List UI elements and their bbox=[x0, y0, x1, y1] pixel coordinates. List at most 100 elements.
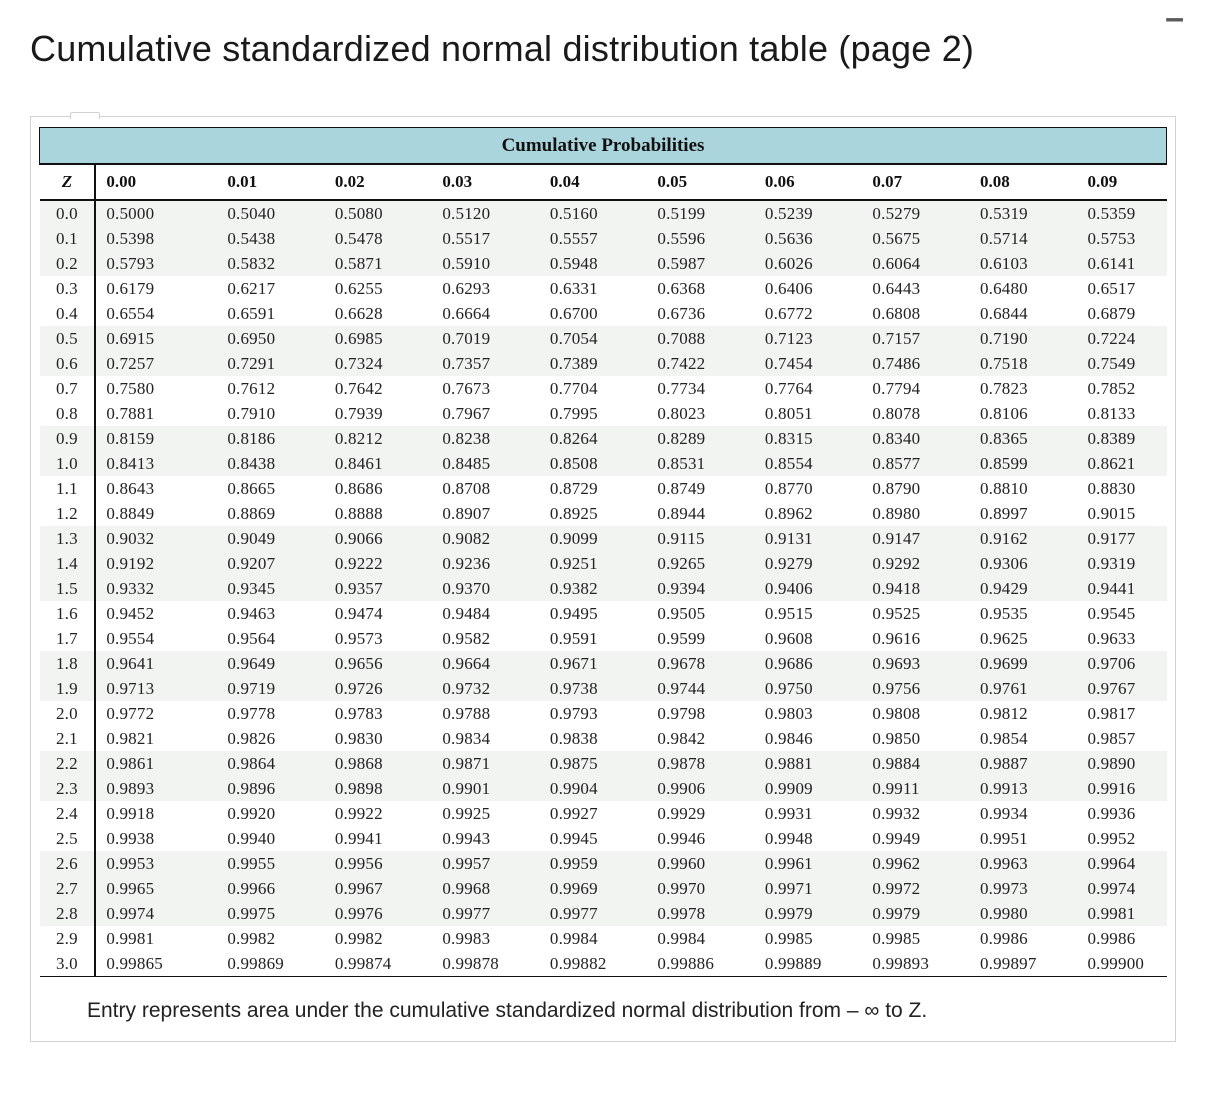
value-cell: 0.8485 bbox=[432, 451, 540, 476]
value-cell: 0.7580 bbox=[95, 376, 217, 401]
value-cell: 0.8869 bbox=[217, 501, 325, 526]
value-cell: 0.9929 bbox=[647, 801, 755, 826]
value-cell: 0.9147 bbox=[862, 526, 970, 551]
table-row: 0.00.50000.50400.50800.51200.51600.51990… bbox=[40, 200, 1167, 226]
value-cell: 0.9564 bbox=[217, 626, 325, 651]
table-row: 2.90.99810.99820.99820.99830.99840.99840… bbox=[40, 926, 1167, 951]
value-cell: 0.9953 bbox=[95, 851, 217, 876]
z-table: Cumulative Probabilities Z 0.00 0.01 0.0… bbox=[39, 127, 1167, 977]
value-cell: 0.9974 bbox=[1077, 876, 1166, 901]
value-cell: 0.9961 bbox=[755, 851, 863, 876]
value-cell: 0.9671 bbox=[540, 651, 648, 676]
value-cell: 0.9963 bbox=[970, 851, 1078, 876]
value-cell: 0.8749 bbox=[647, 476, 755, 501]
value-cell: 0.9878 bbox=[647, 751, 755, 776]
value-cell: 0.8438 bbox=[217, 451, 325, 476]
value-cell: 0.7324 bbox=[325, 351, 433, 376]
value-cell: 0.9429 bbox=[970, 576, 1078, 601]
value-cell: 0.7019 bbox=[432, 326, 540, 351]
value-cell: 0.9032 bbox=[95, 526, 217, 551]
value-cell: 0.9875 bbox=[540, 751, 648, 776]
value-cell: 0.9985 bbox=[862, 926, 970, 951]
value-cell: 0.5948 bbox=[540, 251, 648, 276]
z-cell: 2.2 bbox=[40, 751, 96, 776]
value-cell: 0.9535 bbox=[970, 601, 1078, 626]
value-cell: 0.9656 bbox=[325, 651, 433, 676]
table-row: 0.60.72570.72910.73240.73570.73890.74220… bbox=[40, 351, 1167, 376]
value-cell: 0.5359 bbox=[1077, 200, 1166, 226]
value-cell: 0.5832 bbox=[217, 251, 325, 276]
value-cell: 0.9641 bbox=[95, 651, 217, 676]
value-cell: 0.7939 bbox=[325, 401, 433, 426]
table-row: 1.80.96410.96490.96560.96640.96710.96780… bbox=[40, 651, 1167, 676]
value-cell: 0.6217 bbox=[217, 276, 325, 301]
z-cell: 0.3 bbox=[40, 276, 96, 301]
value-cell: 0.9982 bbox=[217, 926, 325, 951]
value-cell: 0.9884 bbox=[862, 751, 970, 776]
value-cell: 0.5120 bbox=[432, 200, 540, 226]
value-cell: 0.8849 bbox=[95, 501, 217, 526]
col-header: 0.06 bbox=[755, 164, 863, 200]
value-cell: 0.5239 bbox=[755, 200, 863, 226]
value-cell: 0.9890 bbox=[1077, 751, 1166, 776]
value-cell: 0.9015 bbox=[1077, 501, 1166, 526]
value-cell: 0.8238 bbox=[432, 426, 540, 451]
table-row: 2.00.97720.97780.97830.97880.97930.97980… bbox=[40, 701, 1167, 726]
z-cell: 2.7 bbox=[40, 876, 96, 901]
value-cell: 0.9049 bbox=[217, 526, 325, 551]
col-header: 0.01 bbox=[217, 164, 325, 200]
value-cell: 0.9554 bbox=[95, 626, 217, 651]
value-cell: 0.6368 bbox=[647, 276, 755, 301]
value-cell: 0.8980 bbox=[862, 501, 970, 526]
table-caption: Entry represents area under the cumulati… bbox=[39, 977, 1167, 1027]
value-cell: 0.7454 bbox=[755, 351, 863, 376]
value-cell: 0.7734 bbox=[647, 376, 755, 401]
value-cell: 0.9896 bbox=[217, 776, 325, 801]
value-cell: 0.9854 bbox=[970, 726, 1078, 751]
table-row: 1.00.84130.84380.84610.84850.85080.85310… bbox=[40, 451, 1167, 476]
value-cell: 0.8810 bbox=[970, 476, 1078, 501]
value-cell: 0.9916 bbox=[1077, 776, 1166, 801]
value-cell: 0.9850 bbox=[862, 726, 970, 751]
table-row: 2.80.99740.99750.99760.99770.99770.99780… bbox=[40, 901, 1167, 926]
value-cell: 0.9962 bbox=[862, 851, 970, 876]
value-cell: 0.9956 bbox=[325, 851, 433, 876]
z-cell: 0.1 bbox=[40, 226, 96, 251]
value-cell: 0.9949 bbox=[862, 826, 970, 851]
value-cell: 0.9505 bbox=[647, 601, 755, 626]
value-cell: 0.9545 bbox=[1077, 601, 1166, 626]
value-cell: 0.9177 bbox=[1077, 526, 1166, 551]
value-cell: 0.5438 bbox=[217, 226, 325, 251]
value-cell: 0.9706 bbox=[1077, 651, 1166, 676]
value-cell: 0.9719 bbox=[217, 676, 325, 701]
value-cell: 0.6985 bbox=[325, 326, 433, 351]
value-cell: 0.9778 bbox=[217, 701, 325, 726]
value-cell: 0.9306 bbox=[970, 551, 1078, 576]
value-cell: 0.9948 bbox=[755, 826, 863, 851]
value-cell: 0.7190 bbox=[970, 326, 1078, 351]
value-cell: 0.7612 bbox=[217, 376, 325, 401]
z-table-container: Cumulative Probabilities Z 0.00 0.01 0.0… bbox=[30, 116, 1176, 1042]
z-cell: 2.9 bbox=[40, 926, 96, 951]
value-cell: 0.5910 bbox=[432, 251, 540, 276]
value-cell: 0.6255 bbox=[325, 276, 433, 301]
value-cell: 0.9370 bbox=[432, 576, 540, 601]
value-cell: 0.99882 bbox=[540, 951, 648, 977]
table-row: 2.30.98930.98960.98980.99010.99040.99060… bbox=[40, 776, 1167, 801]
value-cell: 0.99889 bbox=[755, 951, 863, 977]
table-row: 0.70.75800.76120.76420.76730.77040.77340… bbox=[40, 376, 1167, 401]
z-cell: 2.1 bbox=[40, 726, 96, 751]
z-cell: 0.2 bbox=[40, 251, 96, 276]
table-row: 2.20.98610.98640.98680.98710.98750.98780… bbox=[40, 751, 1167, 776]
z-cell: 1.6 bbox=[40, 601, 96, 626]
value-cell: 0.9973 bbox=[970, 876, 1078, 901]
value-cell: 0.8643 bbox=[95, 476, 217, 501]
value-cell: 0.6591 bbox=[217, 301, 325, 326]
collapse-icon[interactable]: – bbox=[1165, 10, 1184, 27]
z-cell: 0.9 bbox=[40, 426, 96, 451]
value-cell: 0.9236 bbox=[432, 551, 540, 576]
col-header: 0.04 bbox=[540, 164, 648, 200]
z-cell: 0.5 bbox=[40, 326, 96, 351]
table-row: 0.20.57930.58320.58710.59100.59480.59870… bbox=[40, 251, 1167, 276]
value-cell: 0.9207 bbox=[217, 551, 325, 576]
